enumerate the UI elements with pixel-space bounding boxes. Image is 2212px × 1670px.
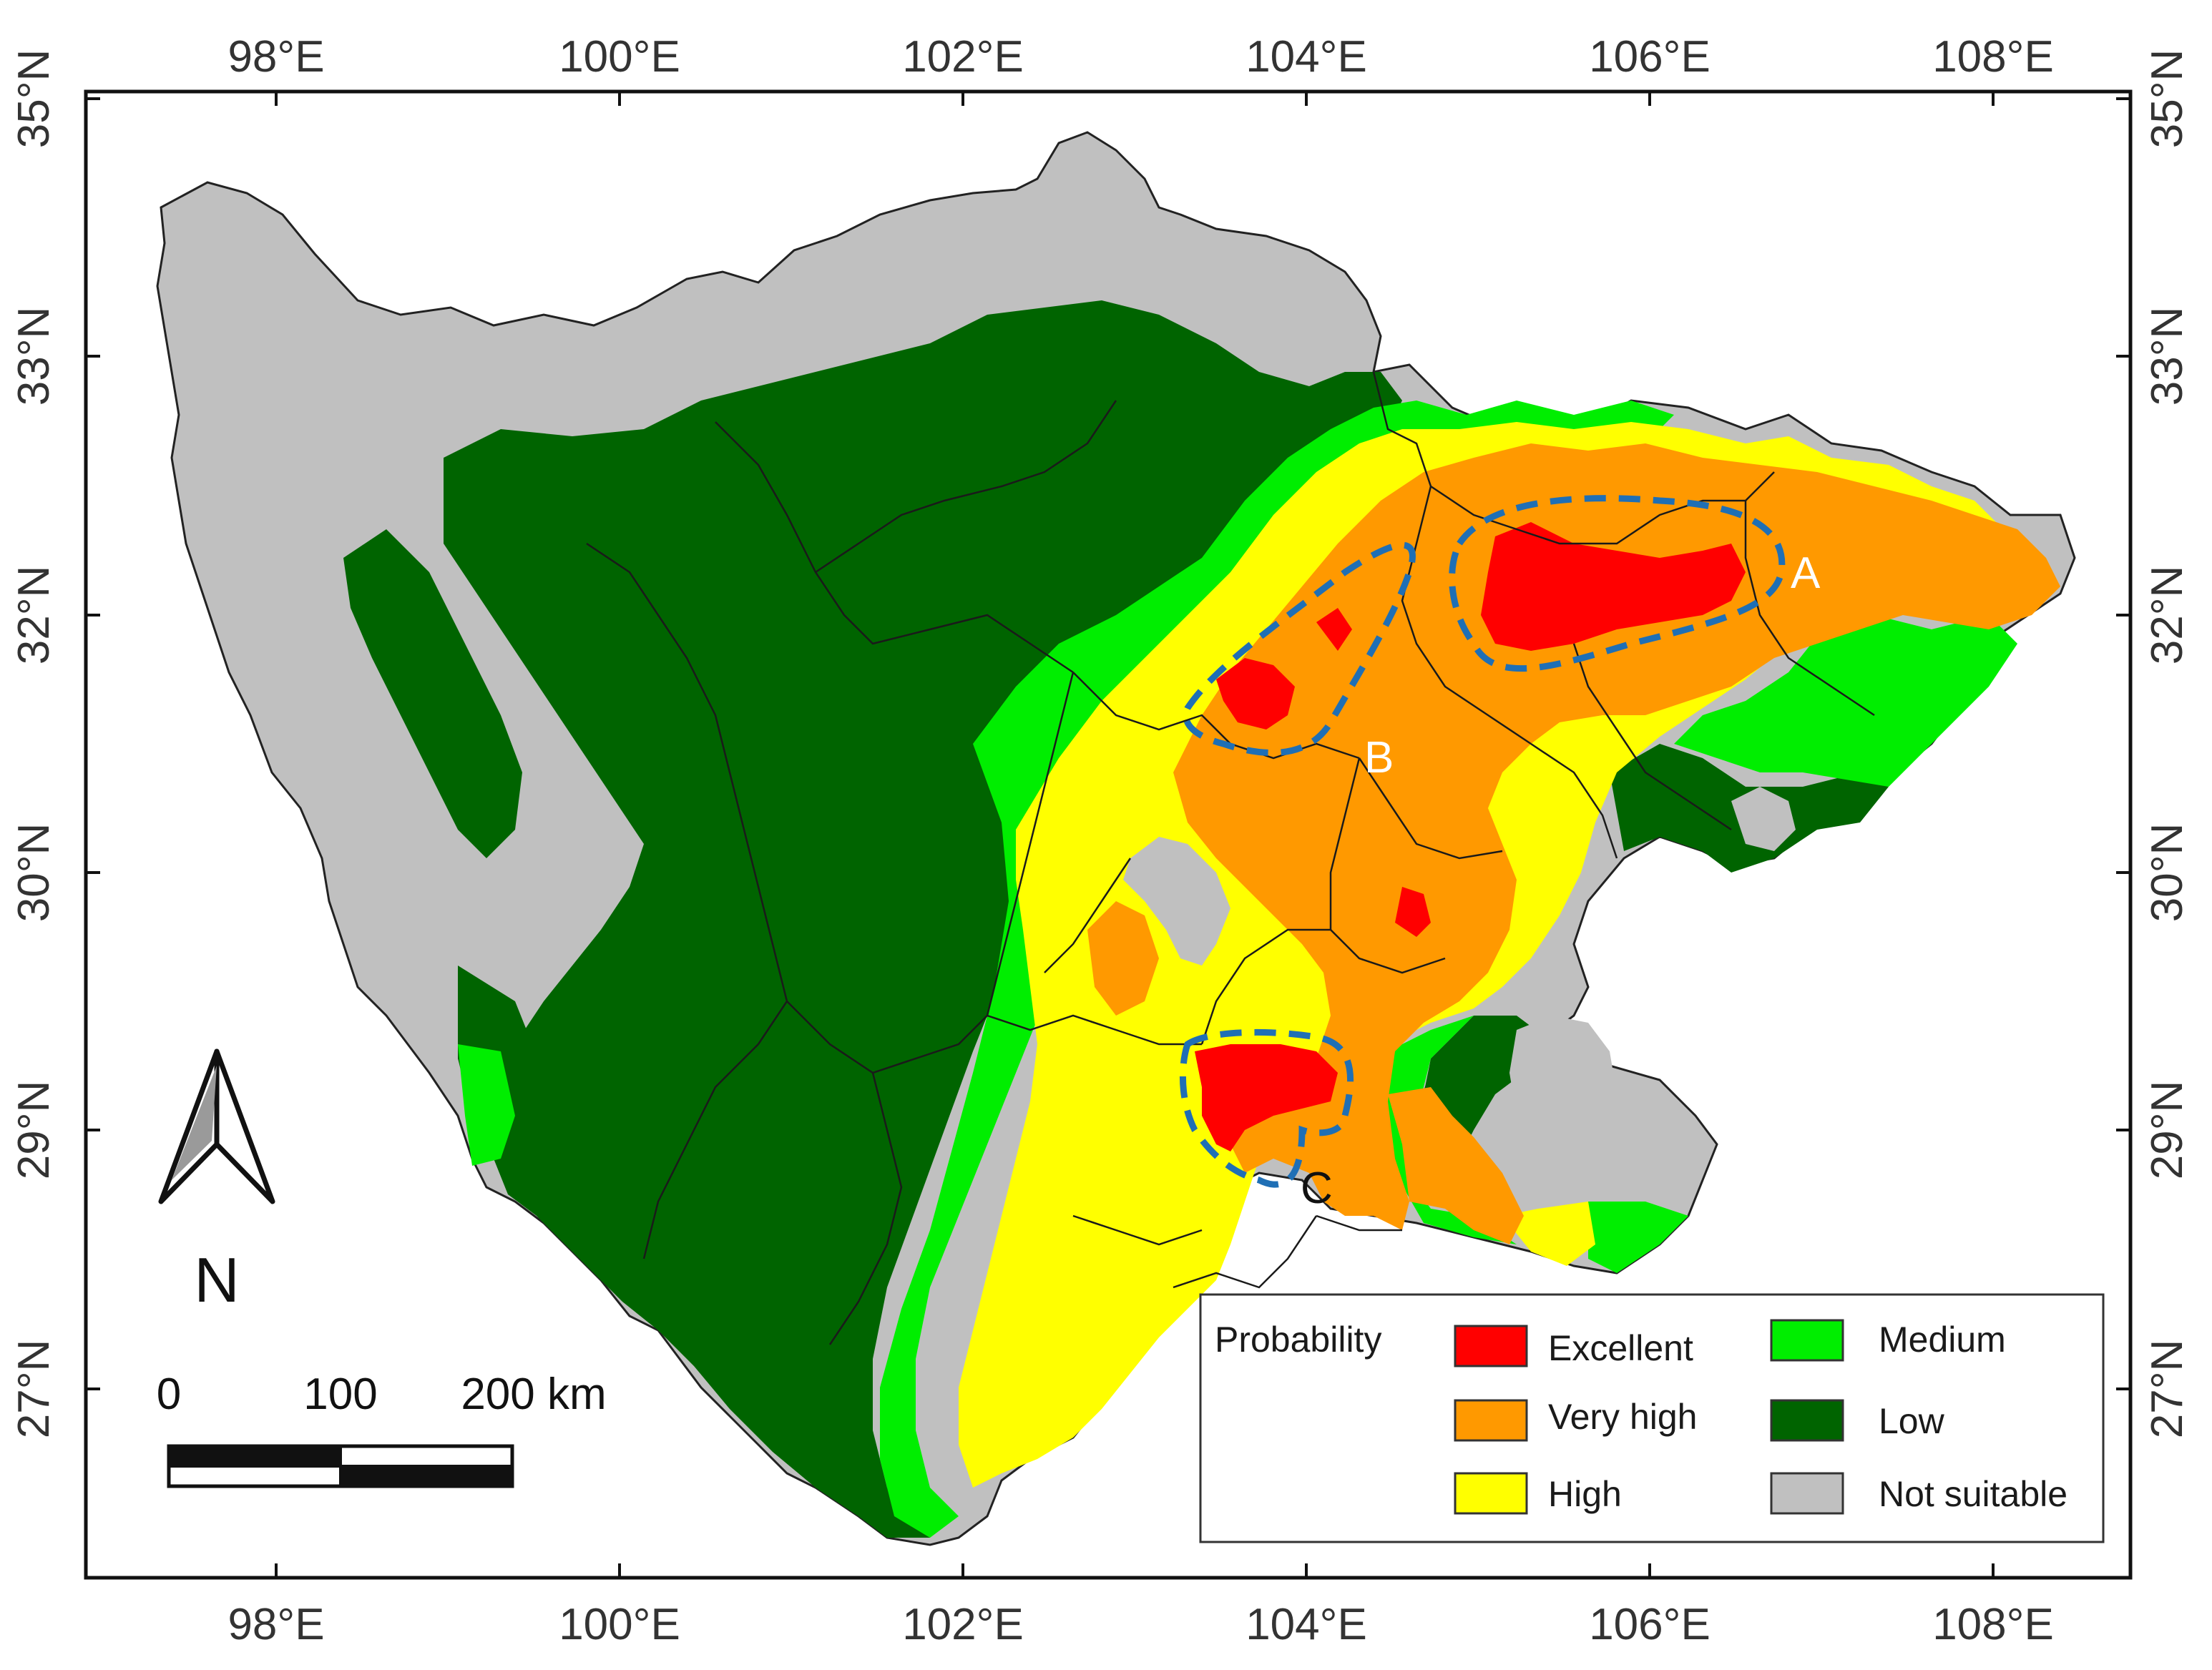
north-label: N — [194, 1244, 240, 1315]
highlight-zones — [1179, 495, 1786, 1188]
legend-label-low: Low — [1879, 1401, 1945, 1441]
region-excellent-a — [1481, 522, 1746, 651]
region-very-high-southwest — [1087, 901, 1159, 1016]
y-tick-left-30: 30°N — [9, 823, 59, 923]
x-tick-top-106: 106°E — [1589, 32, 1711, 82]
zone-a-outline — [1449, 495, 1786, 672]
x-tick-bottom-106: 106°E — [1589, 1600, 1711, 1649]
legend-title: Probability — [1215, 1320, 1381, 1360]
x-tick-bottom-108: 108°E — [1932, 1600, 2054, 1649]
region-very-high-south — [1388, 1087, 1524, 1244]
region-high-southeast — [1502, 1202, 1595, 1266]
scale-label-0: 0 — [157, 1370, 181, 1419]
x-tick-top-108: 108°E — [1932, 32, 2054, 82]
region-not-suitable-island-southeast — [1509, 1016, 1617, 1151]
x-tick-bottom-104: 104°E — [1246, 1600, 1367, 1649]
region-medium-west-edge — [458, 1044, 515, 1166]
legend-box — [1199, 1293, 2105, 1543]
x-tick-bottom-102: 102°E — [902, 1600, 1024, 1649]
region-not-suitable-island-east — [1731, 787, 1796, 851]
y-tick-right-29: 29°N — [2143, 1081, 2192, 1180]
y-tick-right-30: 30°N — [2143, 823, 2192, 923]
zone-c-outline — [1179, 1028, 1354, 1188]
y-tick-right-27: 27°N — [2143, 1340, 2192, 1439]
zone-a-label: A — [1791, 549, 1821, 598]
zone-b-outline — [1183, 541, 1416, 756]
x-tick-top-104: 104°E — [1246, 32, 1367, 82]
axis-ticks — [86, 92, 2130, 1578]
scale-label-200: 200 km — [461, 1370, 606, 1419]
legend-label-high: High — [1548, 1474, 1622, 1514]
legend-label-medium: Medium — [1879, 1320, 2006, 1360]
x-tick-top-102: 102°E — [902, 32, 1024, 82]
y-tick-left-27: 27°N — [9, 1340, 59, 1439]
legend: Probability Excellent Very high High Med… — [1199, 1293, 2105, 1543]
legend-label-excellent: Excellent — [1548, 1328, 1693, 1368]
y-tick-right-32: 32°N — [2143, 566, 2192, 665]
region-medium-south-end — [1588, 1202, 1688, 1273]
north-arrow-icon — [158, 1048, 275, 1204]
region-low-west — [343, 529, 522, 858]
y-tick-right-33: 33°N — [2143, 307, 2192, 406]
zone-c-label: C — [1301, 1164, 1333, 1213]
y-tick-left-35: 35°N — [9, 49, 59, 149]
x-tick-top-100: 100°E — [559, 32, 680, 82]
admin-boundaries — [586, 371, 1875, 1345]
region-very-high — [1173, 443, 2060, 1230]
scale-label-100: 100 — [303, 1370, 377, 1419]
region-medium — [880, 401, 1674, 1538]
y-tick-right-35: 35°N — [2143, 49, 2192, 149]
region-not-suitable-island-center — [1123, 837, 1230, 966]
x-tick-bottom-98: 98°E — [227, 1600, 324, 1649]
legend-swatch-excellent — [1454, 1325, 1528, 1367]
legend-swatch-high — [1454, 1472, 1528, 1515]
region-excellent-b2 — [1316, 608, 1352, 651]
region-excellent-scatter — [1395, 887, 1431, 937]
region-medium-southeast — [1388, 1016, 1517, 1244]
legend-swatch-very-high — [1454, 1399, 1528, 1442]
map-body — [156, 131, 2076, 1546]
legend-label-not-suitable: Not suitable — [1879, 1474, 2067, 1514]
scale-bar — [167, 1444, 514, 1488]
legend-swatch-low — [1770, 1399, 1844, 1442]
y-tick-left-29: 29°N — [9, 1081, 59, 1180]
y-tick-left-33: 33°N — [9, 307, 59, 406]
y-tick-left-32: 32°N — [9, 566, 59, 665]
x-tick-top-98: 98°E — [227, 32, 324, 82]
zone-b-label: B — [1364, 733, 1394, 782]
legend-swatch-not-suitable — [1770, 1472, 1844, 1515]
region-medium-east — [1674, 615, 2017, 787]
x-tick-bottom-100: 100°E — [559, 1600, 680, 1649]
legend-swatch-medium — [1770, 1319, 1844, 1362]
region-excellent-c — [1195, 1044, 1338, 1151]
region-excellent-b — [1216, 658, 1295, 730]
legend-label-very-high: Very high — [1548, 1397, 1697, 1437]
